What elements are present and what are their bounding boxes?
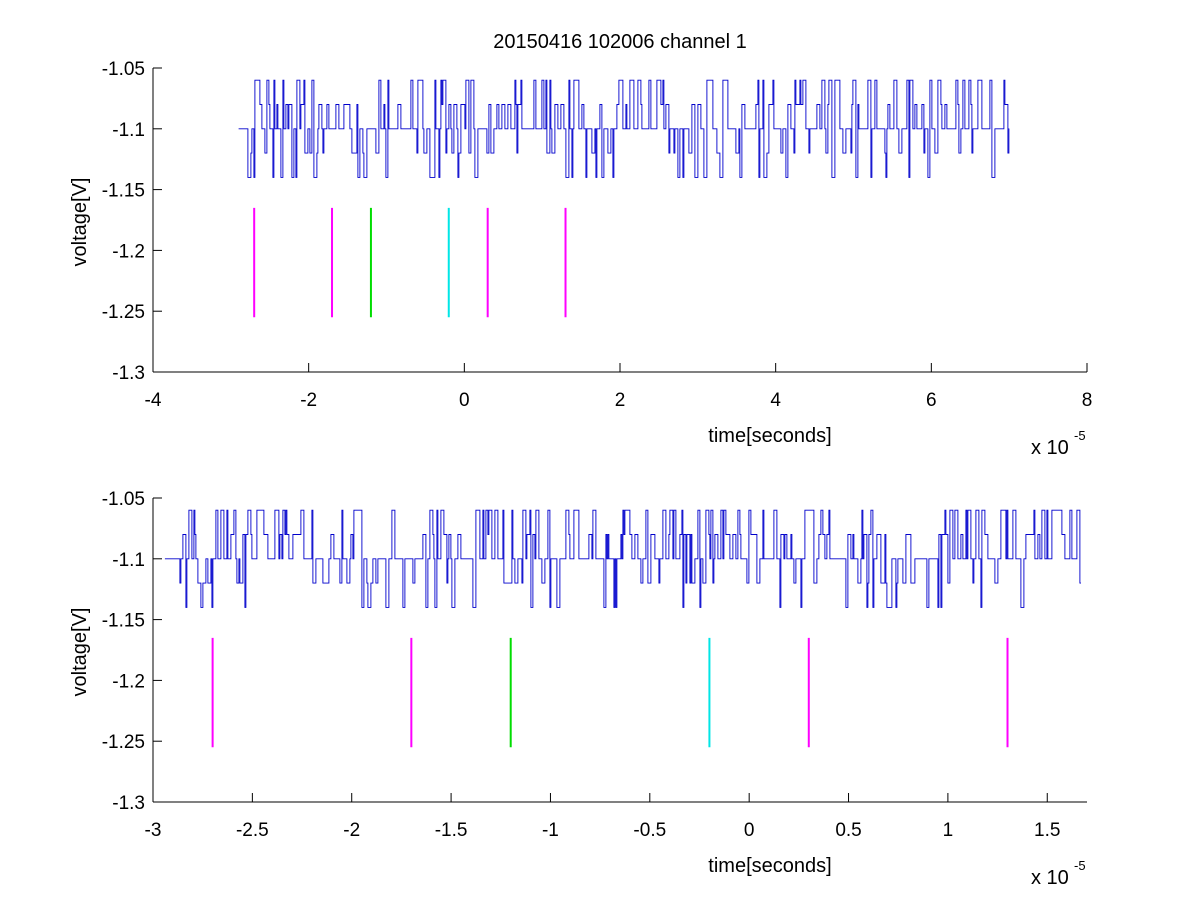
x-tick-label: -2 — [343, 820, 360, 841]
x-tick-label: 2 — [615, 390, 626, 411]
y-tick-label: -1.3 — [112, 363, 145, 384]
top-subplot: -1.3 -1.25 -1.2 -1.15 -1.1 -1.05 -4 -2 0 2 4 6 8 time… — [69, 59, 1092, 459]
y-tick-label: -1.25 — [102, 732, 145, 753]
y-tick-label: -1.3 — [112, 793, 145, 814]
y-tick-label: -1.25 — [102, 302, 145, 323]
y-tick-label: -1.1 — [112, 550, 145, 571]
y-axis-label: voltage[V] — [69, 608, 91, 697]
x-tick-label: 4 — [770, 390, 781, 411]
y-tick-label: -1.2 — [112, 671, 145, 692]
x-axis-label: time[seconds] — [708, 425, 831, 447]
x-multiplier-label: x 10 — [1031, 867, 1069, 889]
x-multiplier-exponent: -5 — [1074, 428, 1086, 443]
x-tick-label: 0 — [459, 390, 470, 411]
x-tick-label: -1.5 — [435, 820, 468, 841]
x-tick-label: -3 — [145, 820, 162, 841]
x-tick-label: -1 — [542, 820, 559, 841]
x-tick-label: 0 — [744, 820, 755, 841]
y-tick-label: -1.2 — [112, 241, 145, 262]
y-tick-label: -1.15 — [102, 181, 145, 202]
x-tick-label: -0.5 — [633, 820, 666, 841]
x-multiplier-label: x 10 — [1031, 437, 1069, 459]
y-tick-label: -1.1 — [112, 120, 145, 141]
x-tick-label: 1 — [943, 820, 954, 841]
x-tick-label: 0.5 — [835, 820, 861, 841]
x-multiplier-exponent: -5 — [1074, 858, 1086, 873]
x-tick-label: 6 — [926, 390, 937, 411]
y-tick-label: -1.05 — [102, 489, 145, 510]
x-tick-label: -4 — [145, 390, 162, 411]
x-tick-label: 8 — [1082, 390, 1093, 411]
x-tick-label: -2.5 — [236, 820, 269, 841]
figure-title: 20150416 102006 channel 1 — [493, 31, 747, 53]
x-tick-label: 1.5 — [1034, 820, 1060, 841]
bottom-subplot: -1.3 -1.25 -1.2 -1.15 -1.1 -1.05 -3 -2.5 -2 -1.5 -… — [69, 489, 1087, 889]
y-tick-label: -1.05 — [102, 59, 145, 80]
signal-trace — [164, 509, 1081, 608]
y-axis-label: voltage[V] — [69, 178, 91, 267]
y-tick-label: -1.15 — [102, 611, 145, 632]
x-axis-label: time[seconds] — [708, 855, 831, 877]
x-tick-label: -2 — [300, 390, 317, 411]
signal-trace — [238, 79, 1010, 178]
